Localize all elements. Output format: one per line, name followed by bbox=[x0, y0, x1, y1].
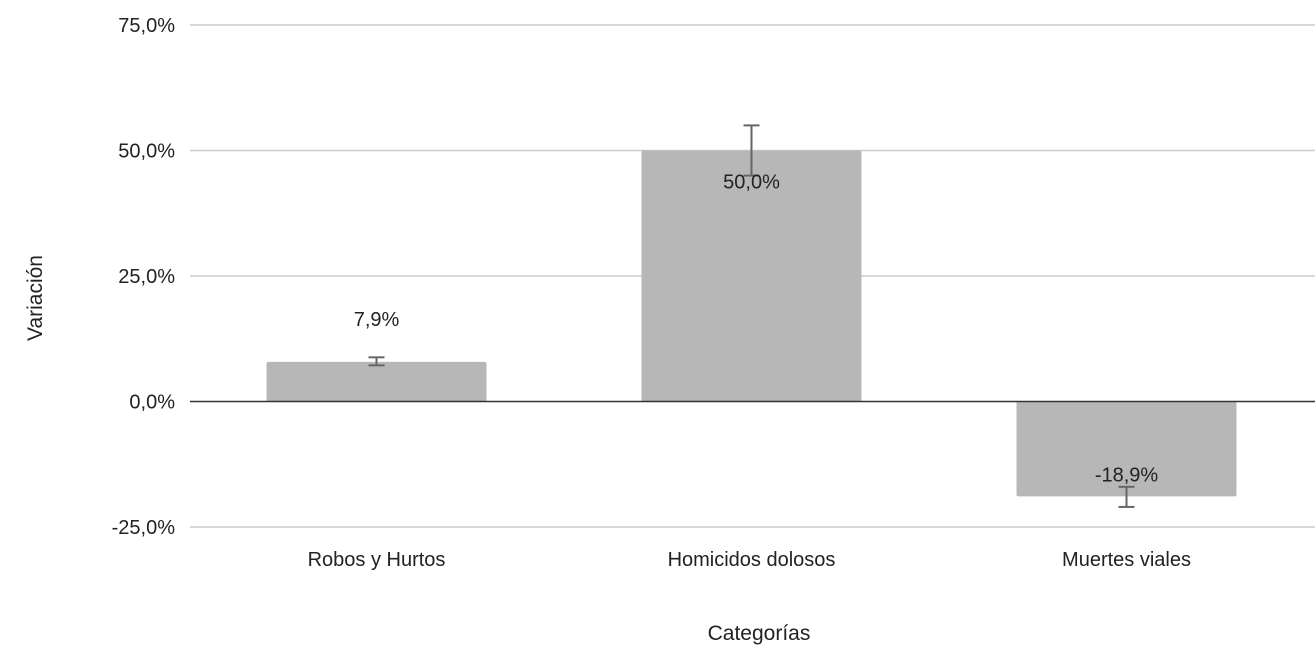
error-bar bbox=[743, 124, 760, 177]
y-tick-label: 25,0% bbox=[118, 266, 175, 288]
x-axis-title: Categorías bbox=[708, 622, 811, 645]
error-bar bbox=[1118, 485, 1135, 508]
error-bars bbox=[368, 124, 1135, 508]
data-label: 50,0% bbox=[723, 172, 780, 194]
error-bar bbox=[368, 356, 385, 367]
x-axis-categories: Robos y Hurtos Homicidos dolosos Muertes v… bbox=[308, 549, 1191, 571]
data-label: -18,9% bbox=[1095, 464, 1159, 486]
data-label: 7,9% bbox=[354, 309, 400, 331]
bar bbox=[266, 361, 487, 402]
y-tick-label: -25,0% bbox=[112, 517, 176, 539]
y-tick-label: 0,0% bbox=[129, 392, 175, 414]
y-axis-ticks: 75,0% 50,0% 25,0% 0,0% -25,0% bbox=[112, 15, 176, 539]
y-tick-label: 75,0% bbox=[118, 15, 175, 37]
y-tick-label: 50,0% bbox=[118, 141, 175, 163]
data-labels: 7,9% 50,0% -18,9% bbox=[354, 172, 1159, 487]
bar bbox=[641, 150, 862, 402]
bars bbox=[266, 150, 1237, 497]
y-axis-title: Variación bbox=[24, 255, 47, 341]
bar bbox=[1016, 401, 1237, 497]
x-tick-label: Muertes viales bbox=[1062, 549, 1191, 571]
x-tick-label: Homicidos dolosos bbox=[668, 549, 836, 571]
x-tick-label: Robos y Hurtos bbox=[308, 549, 446, 571]
